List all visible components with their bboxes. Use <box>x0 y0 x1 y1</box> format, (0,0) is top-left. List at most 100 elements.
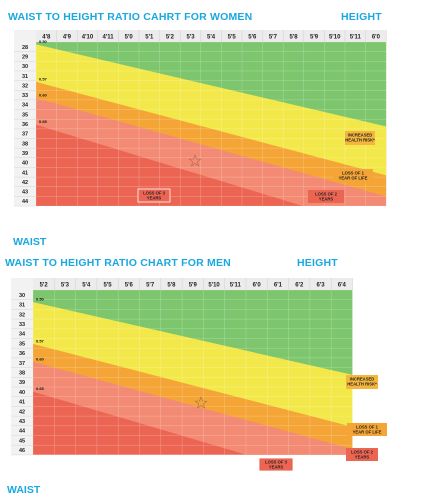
ratio-label: 0.57 <box>39 76 48 81</box>
height-tick-label: 5'5 <box>228 34 237 40</box>
height-tick-label: 4'11 <box>103 34 115 40</box>
height-tick-label: 5'5 <box>103 282 112 288</box>
risk-annotation-line-2: YEARS <box>269 465 284 470</box>
height-tick-label: 5'3 <box>61 282 70 288</box>
waist-tick-label: 28 <box>22 45 28 51</box>
women-chart: 4'8 4'9 4'10 4'11 5'0 5'1 5'2 5'3 5'4 5'5 5'6 5'7 5'… <box>14 30 387 207</box>
waist-tick-label: 33 <box>22 93 28 99</box>
height-tick-label: 5'3 <box>186 34 195 40</box>
height-tick-label: 5'8 <box>167 282 176 288</box>
height-tick-label: 5'11 <box>230 282 242 288</box>
waist-tick-label: 40 <box>19 390 25 396</box>
waist-tick-label: 40 <box>22 161 28 167</box>
risk-annotation-line-1: LOSS OF 2 <box>315 192 338 197</box>
risk-annotation-box <box>333 169 373 182</box>
waist-tick-label: 34 <box>22 103 29 109</box>
height-tick-label: 5'2 <box>166 34 175 40</box>
men-chart-title: WAIST TO HEIGHT RATIO CHART FOR MEN <box>5 257 231 269</box>
risk-annotation-box <box>308 190 344 203</box>
height-tick-label: 6'2 <box>295 282 304 288</box>
risk-annotation-box <box>346 375 378 389</box>
waist-tick-label: 33 <box>19 322 25 328</box>
risk-annotation-line-1: LOSS OF 1 <box>342 171 365 176</box>
risk-annotation-box <box>137 188 171 203</box>
height-tick-label: 5'7 <box>146 282 155 288</box>
risk-annotation-line-1: LOSS OF 2 <box>351 450 374 455</box>
waist-tick-label: 32 <box>19 312 25 318</box>
height-tick-label: 5'11 <box>350 34 362 40</box>
waist-header-column <box>14 30 36 207</box>
height-tick-label: 5'7 <box>269 34 278 40</box>
waist-tick-label: 32 <box>22 83 28 89</box>
waist-tick-label: 43 <box>19 419 25 425</box>
risk-annotation-line-1: LOSS OF 3 <box>265 460 288 465</box>
risk-annotation-line-1: LOSS OF 3 <box>143 191 166 196</box>
waist-tick-label: 43 <box>22 190 28 196</box>
waist-tick-label: 44 <box>19 429 26 435</box>
height-tick-label: 5'4 <box>82 282 91 288</box>
waist-tick-label: 29 <box>22 54 28 60</box>
waist-tick-label: 38 <box>19 370 25 376</box>
height-tick-label: 5'6 <box>125 282 134 288</box>
zone-healthy <box>36 42 387 127</box>
risk-annotation-line-1: LOSS OF 1 <box>356 425 379 430</box>
star-icon <box>194 396 208 409</box>
risk-annotation-line-2: YEAR OF LIFE <box>339 176 368 181</box>
risk-annotation-box <box>345 131 375 145</box>
ratio-label: 0.65 <box>36 386 45 391</box>
waist-tick-label: 37 <box>19 361 25 367</box>
star-icon <box>188 154 202 167</box>
height-header-row <box>36 30 387 42</box>
height-tick-label: 6'0 <box>253 282 262 288</box>
height-tick-label: 6'0 <box>372 34 381 40</box>
ratio-label: 0.50 <box>39 39 48 44</box>
waist-header-column <box>11 278 33 455</box>
height-tick-label: 5'9 <box>189 282 198 288</box>
height-tick-label: 4'10 <box>82 34 94 40</box>
zone-layer <box>36 42 387 207</box>
waist-tick-label: 39 <box>22 151 28 157</box>
height-tick-label: 5'0 <box>125 34 134 40</box>
zone-layer <box>33 290 353 455</box>
waist-tick-label: 45 <box>19 438 25 444</box>
risk-annotation-line-1: INCREASED <box>348 133 373 138</box>
waist-tick-label: 34 <box>19 332 26 338</box>
height-tick-label: 5'10 <box>208 282 220 288</box>
height-tick-label: 5'1 <box>145 34 154 40</box>
waist-tick-label: 42 <box>19 409 25 415</box>
ratio-label: 0.60 <box>36 356 45 361</box>
height-tick-label: 6'3 <box>316 282 325 288</box>
height-tick-label: 5'10 <box>329 34 341 40</box>
risk-annotation-box <box>347 423 387 436</box>
height-tick-label: 5'2 <box>40 282 49 288</box>
waist-tick-label: 30 <box>19 293 25 299</box>
waist-tick-label: 36 <box>22 122 28 128</box>
men-chart: 5'2 5'3 5'4 5'5 5'6 5'7 5'8 5'9 5'10 5'11 6'0 6'1 6'… <box>11 278 387 472</box>
height-tick-label: 5'6 <box>248 34 257 40</box>
waist-tick-label: 31 <box>22 74 28 80</box>
zone-healthy <box>33 290 353 375</box>
waist-tick-label: 35 <box>22 112 28 118</box>
women-height-label: HEIGHT <box>341 11 382 23</box>
waist-tick-label: 37 <box>22 132 28 138</box>
ratio-label: 0.57 <box>36 338 45 343</box>
height-tick-label: 5'4 <box>207 34 216 40</box>
risk-annotation-line-2: YEARS <box>319 197 334 202</box>
risk-annotation-line-2: HEALTH RISK* <box>347 382 377 387</box>
risk-annotation-box <box>346 448 378 461</box>
height-tick-label: 4'9 <box>63 34 72 40</box>
height-tick-label: 5'8 <box>289 34 298 40</box>
waist-tick-label: 41 <box>19 400 25 406</box>
risk-annotation-line-1: INCREASED <box>350 377 375 382</box>
waist-tick-label: 44 <box>22 199 29 205</box>
waist-tick-label: 41 <box>22 170 28 176</box>
waist-tick-label: 35 <box>19 341 25 347</box>
waist-tick-label: 42 <box>22 180 28 186</box>
height-tick-label: 6'1 <box>274 282 283 288</box>
waist-tick-label: 30 <box>22 64 28 70</box>
risk-annotation-line-2: YEARS <box>355 455 370 460</box>
ratio-label: 0.65 <box>39 119 48 124</box>
height-tick-label: 5'9 <box>310 34 319 40</box>
women-chart-title: WAIST TO HEIGHT RATIO CAHRT FOR WOMEN <box>8 11 253 23</box>
waist-tick-label: 36 <box>19 351 25 357</box>
